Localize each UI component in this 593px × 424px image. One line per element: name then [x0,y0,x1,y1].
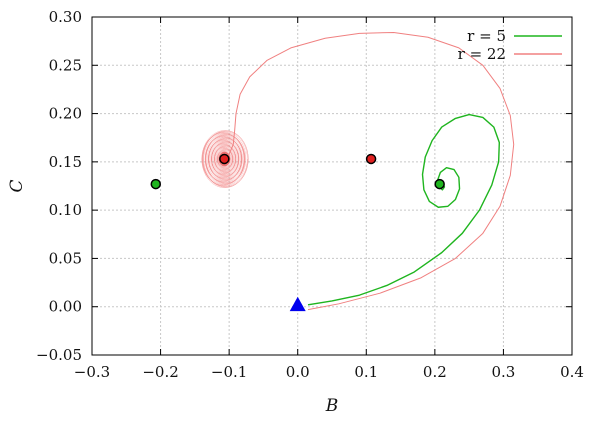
legend: r = 5r = 22 [458,27,562,63]
ticks: −0.3 −0.2 −0.1 0.0 0.1 0.2 0.3 0.4 −0.05 0.00 0.05… [36,8,584,381]
x-tick-label: 0.4 [560,363,584,381]
x-tick-label: 0.3 [491,363,515,381]
y-tick-label: 0.00 [49,298,82,316]
grid [92,17,572,355]
x-axis-label: B [325,396,339,416]
y-tick-label: 0.05 [49,249,82,267]
x-tick-label: 0.1 [354,363,378,381]
x-tick-label: −0.2 [142,363,178,381]
series-line-r22 [223,31,515,311]
marker-point [150,178,162,190]
y-axis-label: C [7,179,27,192]
x-tick-label: 0.2 [423,363,447,381]
marker-point [434,178,445,190]
y-tick-label: −0.05 [36,346,82,364]
marker-start-triangle [289,296,306,312]
marker-point [219,153,230,165]
plot-frame [91,16,573,356]
x-tick-label: −0.3 [74,363,110,381]
legend-label: r = 5 [467,27,506,45]
y-tick-label: 0.25 [49,56,82,74]
legend-label: r = 22 [458,45,506,63]
series-line-r5 [307,113,501,306]
x-tick-label: −0.1 [211,363,247,381]
marker-point [365,153,377,165]
series-layer [223,31,515,311]
markers-layer [150,153,445,312]
y-tick-label: 0.15 [49,153,82,171]
x-tick-label: 0.0 [286,363,310,381]
y-tick-label: 0.20 [49,105,82,123]
y-tick-label: 0.10 [49,201,82,219]
y-tick-label: 0.30 [49,8,82,26]
